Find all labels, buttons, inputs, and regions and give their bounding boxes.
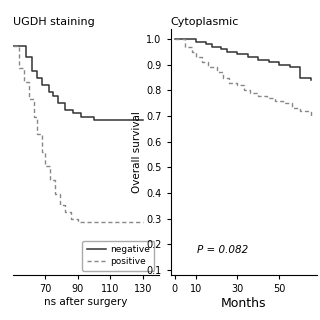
Y-axis label: Overall survival: Overall survival (132, 111, 142, 193)
positive (53, 192, 57, 196)
negative (52, 94, 55, 98)
positive (63, 210, 67, 214)
positive (92, 220, 96, 224)
negative (71, 111, 75, 115)
negative (56, 101, 60, 105)
negative (11, 44, 15, 48)
negative (40, 83, 44, 87)
positive (100, 220, 104, 224)
positive (58, 203, 62, 207)
negative (24, 55, 28, 59)
positive (69, 217, 73, 221)
negative (92, 118, 96, 122)
positive (141, 220, 145, 224)
X-axis label: Months: Months (221, 297, 267, 310)
Line: positive: positive (13, 46, 143, 222)
positive (22, 80, 26, 84)
positive (35, 132, 39, 136)
Text: Cytoplasmic: Cytoplasmic (171, 17, 239, 27)
positive (32, 115, 36, 119)
negative (63, 108, 67, 112)
X-axis label: ns after surgery: ns after surgery (44, 297, 128, 307)
positive (84, 220, 88, 224)
negative (47, 90, 51, 94)
negative (30, 69, 34, 73)
positive (11, 44, 15, 48)
positive (116, 220, 120, 224)
Text: UGDH staining: UGDH staining (13, 17, 94, 27)
positive (17, 66, 21, 69)
negative (35, 76, 39, 80)
positive (40, 150, 44, 154)
Legend: negative, positive: negative, positive (82, 241, 155, 271)
positive (27, 97, 31, 101)
negative (79, 115, 83, 119)
negative (141, 118, 145, 122)
positive (76, 220, 80, 224)
positive (43, 164, 47, 168)
positive (48, 178, 52, 182)
Text: P = 0.082: P = 0.082 (197, 245, 248, 255)
Line: negative: negative (13, 46, 143, 120)
